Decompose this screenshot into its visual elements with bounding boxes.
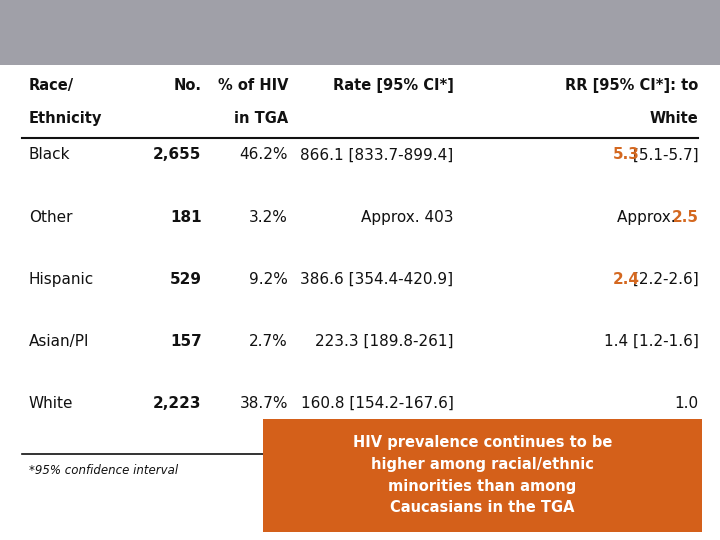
Text: RR [95% CI*]: to: RR [95% CI*]: to bbox=[565, 78, 698, 93]
Text: 5.3: 5.3 bbox=[613, 147, 639, 163]
Text: 2,223: 2,223 bbox=[153, 396, 202, 411]
Text: 46.2%: 46.2% bbox=[240, 147, 288, 163]
Text: 866.1 [833.7-899.4]: 866.1 [833.7-899.4] bbox=[300, 147, 454, 163]
Text: Race/: Race/ bbox=[29, 78, 74, 93]
Text: [2.2-2.6]: [2.2-2.6] bbox=[628, 272, 698, 287]
Text: White: White bbox=[29, 396, 73, 411]
Text: 2.5: 2.5 bbox=[671, 210, 698, 225]
Text: 223.3 [189.8-261]: 223.3 [189.8-261] bbox=[315, 334, 454, 349]
Text: 160.8 [154.2-167.6]: 160.8 [154.2-167.6] bbox=[301, 396, 454, 411]
Text: Approx. 403: Approx. 403 bbox=[361, 210, 454, 225]
Text: 386.6 [354.4-420.9]: 386.6 [354.4-420.9] bbox=[300, 272, 454, 287]
Text: 2,655: 2,655 bbox=[153, 147, 202, 163]
Text: Rate [95% CI*]: Rate [95% CI*] bbox=[333, 78, 454, 93]
Text: 2.4: 2.4 bbox=[612, 272, 639, 287]
Text: Asian/PI: Asian/PI bbox=[29, 334, 89, 349]
Text: 1.0: 1.0 bbox=[674, 396, 698, 411]
Text: [5.1-5.7]: [5.1-5.7] bbox=[628, 147, 698, 163]
Text: 3.2%: 3.2% bbox=[249, 210, 288, 225]
Text: White: White bbox=[649, 111, 698, 126]
Text: No.: No. bbox=[174, 78, 202, 93]
Text: 9.2%: 9.2% bbox=[249, 272, 288, 287]
FancyBboxPatch shape bbox=[263, 418, 702, 532]
Text: Ethnicity: Ethnicity bbox=[29, 111, 102, 126]
Text: in TGA: in TGA bbox=[234, 111, 288, 126]
Text: Other: Other bbox=[29, 210, 72, 225]
FancyBboxPatch shape bbox=[0, 0, 720, 65]
Text: Black: Black bbox=[29, 147, 71, 163]
Text: 1.4 [1.2-1.6]: 1.4 [1.2-1.6] bbox=[603, 334, 698, 349]
Text: 181: 181 bbox=[170, 210, 202, 225]
Text: Hispanic: Hispanic bbox=[29, 272, 94, 287]
Text: 157: 157 bbox=[170, 334, 202, 349]
Text: 529: 529 bbox=[170, 272, 202, 287]
Text: HIV prevalence continues to be
higher among racial/ethnic
minorities than among
: HIV prevalence continues to be higher am… bbox=[353, 435, 612, 515]
Text: *95% confidence interval: *95% confidence interval bbox=[29, 464, 178, 477]
Text: 2.7%: 2.7% bbox=[249, 334, 288, 349]
Text: % of HIV: % of HIV bbox=[217, 78, 288, 93]
Text: Approx.: Approx. bbox=[617, 210, 680, 225]
Text: 38.7%: 38.7% bbox=[240, 396, 288, 411]
